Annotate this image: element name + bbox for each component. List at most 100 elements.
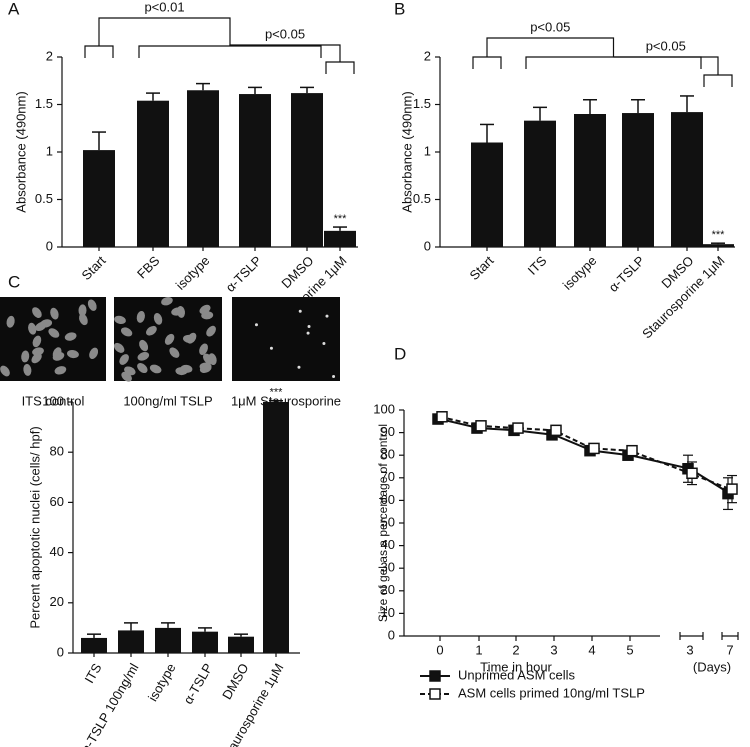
y-tick-label: 2 <box>424 48 431 63</box>
bracket-connector <box>486 37 615 57</box>
y-tick-label: 2 <box>46 48 53 63</box>
apoptotic-nucleus <box>298 309 302 313</box>
y-axis-label: Size of gel as a percentage of control <box>376 424 390 622</box>
bracket <box>703 74 733 87</box>
nucleus <box>0 365 10 377</box>
nucleus <box>32 307 42 318</box>
y-tick-label: 60 <box>50 494 64 509</box>
x-tick-label: α-TSLP <box>223 253 265 295</box>
y-axis-label: Absorbance (490nm) <box>399 91 414 212</box>
y-tick-label: 30 <box>381 560 395 575</box>
x-tick-label: α-TSLP <box>180 661 215 707</box>
x-tick-label: isotype <box>173 253 213 293</box>
nucleus <box>146 325 157 336</box>
bar <box>574 114 606 247</box>
bar <box>118 630 144 653</box>
y-tick-label: 0 <box>46 238 53 253</box>
x-axis-label: (Days) <box>693 659 731 674</box>
image-caption: 100ng/ml TSLP <box>123 393 212 408</box>
bracket-connector <box>98 17 231 46</box>
bar <box>622 113 654 247</box>
nucleus <box>164 333 175 345</box>
nucleus <box>113 342 125 353</box>
x-tick-label: 1 <box>475 642 482 657</box>
nucleus <box>67 349 79 359</box>
panel-label: C <box>8 272 20 291</box>
nucleus <box>78 304 87 317</box>
significance-label: *** <box>270 387 284 399</box>
x-tick-label: Start <box>467 253 497 283</box>
nucleus <box>114 315 126 325</box>
y-tick-label: 0 <box>388 627 395 642</box>
x-tick-label: 0 <box>436 642 443 657</box>
x-axis-label: Time in hour <box>480 659 552 674</box>
nucleus <box>149 364 162 374</box>
nucleus <box>136 310 145 323</box>
y-tick-label: 0 <box>57 644 64 659</box>
bar <box>702 244 734 247</box>
bar <box>155 627 181 653</box>
image-caption: 1μM Staurosporine <box>231 393 341 408</box>
x-tick-label: Staurosporine 1μM <box>219 661 287 747</box>
marker <box>626 444 638 457</box>
bar <box>83 150 115 247</box>
apoptotic-nucleus <box>332 375 336 379</box>
nucleus <box>119 354 129 365</box>
nucleus <box>48 328 60 338</box>
nucleus <box>31 353 42 364</box>
nucleus <box>201 311 214 320</box>
y-tick-label: 80 <box>381 447 395 462</box>
y-tick-label: 1.5 <box>35 96 53 111</box>
marker <box>550 424 562 437</box>
apoptotic-nucleus <box>306 331 310 335</box>
nucleus <box>32 347 44 356</box>
x-tick-label: ITS <box>525 253 550 278</box>
bar <box>239 94 271 247</box>
x-tick-label: isotype <box>560 253 600 293</box>
y-tick-label: 90 <box>381 424 395 439</box>
y-axis-label: Absorbance (490nm) <box>13 91 28 212</box>
nucleus <box>89 347 99 359</box>
bar <box>291 93 323 247</box>
bar <box>324 230 356 247</box>
apoptotic-nucleus <box>254 323 258 327</box>
micrograph <box>232 297 340 381</box>
x-tick-label: 7 <box>726 642 733 657</box>
x-tick-label: α-TSLP <box>606 253 648 295</box>
nucleus <box>6 315 15 328</box>
nucleus <box>137 351 150 361</box>
x-tick-label: FBS <box>134 253 163 282</box>
nucleus <box>64 332 77 341</box>
y-tick-label: 40 <box>381 537 395 552</box>
bar <box>263 402 289 653</box>
marker <box>475 420 487 432</box>
series-line <box>439 415 731 491</box>
marker <box>686 467 698 480</box>
apoptotic-nucleus <box>325 314 329 318</box>
y-axis-label: Percent apoptotic nuclei (cells/ hpf) <box>27 426 42 628</box>
x-axis-segment <box>679 632 704 640</box>
x-axis-segment <box>721 632 739 640</box>
p-value-label: p<0.05 <box>530 19 570 34</box>
y-tick-label: 70 <box>381 469 395 484</box>
x-tick-label: DMSO <box>219 661 251 702</box>
y-tick-label: 40 <box>50 544 64 559</box>
significance-label: *** <box>334 213 348 225</box>
y-tick-label: 0 <box>424 238 431 253</box>
y-tick-label: 100 <box>373 401 395 416</box>
nucleus <box>153 312 163 325</box>
marker <box>588 442 600 455</box>
x-tick-label: 2 <box>512 642 519 657</box>
p-value-label: p<0.01 <box>144 0 184 14</box>
x-tick-label: 4 <box>588 642 595 657</box>
nucleus <box>139 339 149 352</box>
legend-label: ASM cells primed 10ng/ml TSLP <box>458 685 645 700</box>
panel-label: B <box>394 0 405 18</box>
nucleus <box>28 322 37 335</box>
x-tick-label: isotype <box>145 661 179 704</box>
bracket <box>138 45 322 58</box>
y-tick-label: 1.5 <box>413 96 431 111</box>
bar <box>524 120 556 247</box>
nucleus <box>208 353 217 366</box>
